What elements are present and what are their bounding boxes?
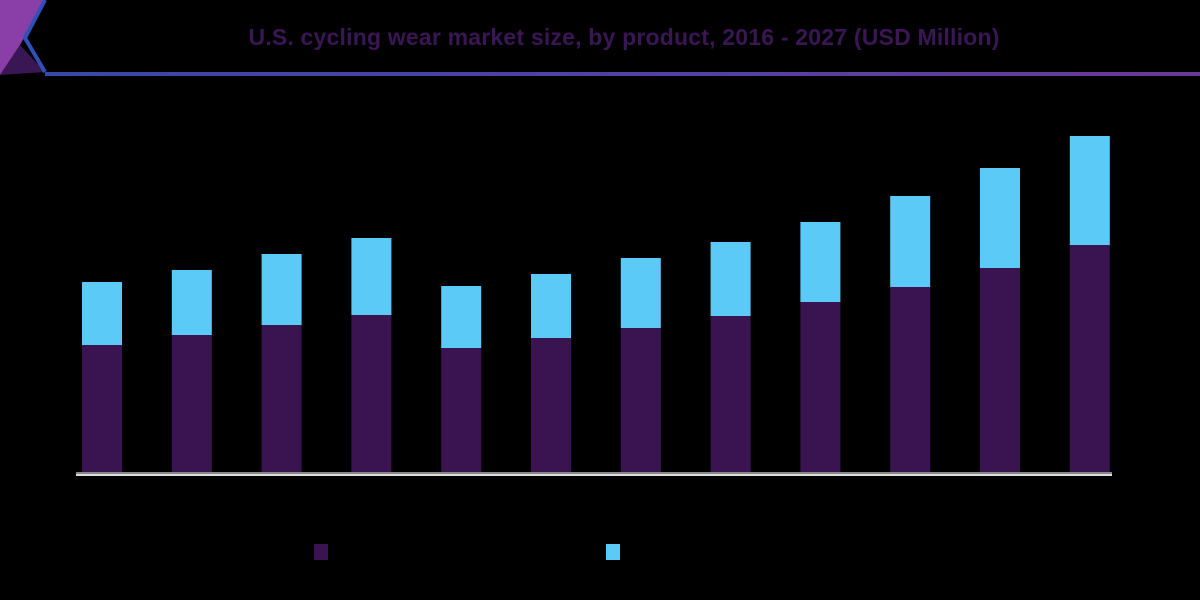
brand-logo: [0, 0, 47, 75]
bar-2019-series-2: [351, 238, 392, 315]
bar-2016-series-2: [82, 282, 122, 345]
bar-2021-series-2: [531, 274, 571, 338]
x-tick-label: 2016: [86, 483, 117, 499]
x-tick-label: 2019: [356, 483, 387, 499]
bar-2017-series-2: [171, 270, 212, 335]
bar-2024-series-2: [800, 222, 841, 302]
header-divider: [45, 72, 1200, 76]
bar-2024-series-1: [800, 302, 841, 472]
x-axis-line: [76, 472, 1112, 474]
x-tick-label: 2023: [715, 483, 746, 499]
bar-2023-series-1: [710, 316, 751, 472]
bar-2019-series-1: [351, 315, 392, 472]
x-tick-label: 2018: [266, 483, 297, 499]
bar-2018-series-1: [261, 325, 302, 472]
x-axis-shadow: [76, 474, 1112, 476]
bar-2021-series-1: [531, 338, 571, 472]
bar-2016-series-1: [82, 345, 122, 472]
bar-2025-series-2: [890, 196, 931, 287]
legend-swatch-series-1: [314, 544, 328, 560]
bar-2020-series-1: [441, 348, 482, 472]
x-tick-label: 2017: [176, 483, 207, 499]
bar-2025-series-1: [890, 287, 931, 472]
bar-2022-series-2: [620, 258, 661, 328]
x-tick-label: 2020: [446, 483, 477, 499]
bar-2022-series-1: [620, 328, 661, 472]
x-tick-label: 2022: [625, 483, 656, 499]
bar-2023-series-2: [710, 242, 751, 316]
x-tick-label: 2026: [984, 483, 1015, 499]
bar-2018-series-2: [261, 254, 302, 325]
bar-2027-series-2: [1069, 136, 1110, 245]
bar-2020-series-2: [441, 286, 482, 348]
x-tick-label: 2025: [895, 483, 926, 499]
x-tick-label: 2027: [1074, 483, 1105, 499]
legend-swatch-series-2: [606, 544, 620, 560]
x-tick-label: 2024: [805, 483, 836, 499]
chart-title: U.S. cycling wear market size, by produc…: [248, 24, 1000, 50]
bar-2017-series-1: [171, 335, 212, 472]
bar-2026-series-1: [980, 268, 1020, 472]
bar-2026-series-2: [980, 168, 1020, 268]
x-tick-label: 2021: [535, 483, 566, 499]
bar-2027-series-1: [1069, 245, 1110, 472]
